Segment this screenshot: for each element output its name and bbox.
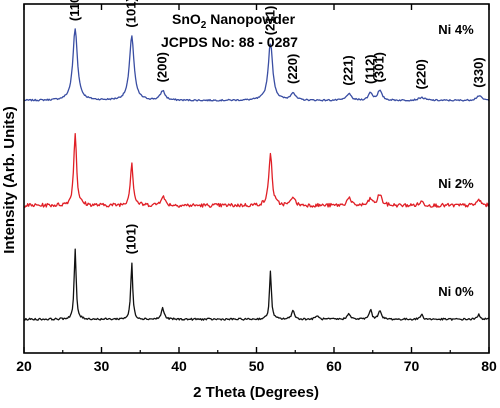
peak-label: (112) (362, 54, 377, 84)
x-tick-label: 60 (326, 358, 342, 374)
axis-layer: 20 30 40 50 60 70 80 (16, 3, 497, 374)
annotation-line2: JCPDS No: 88 - 0287 (161, 34, 298, 50)
peak-label: (101) (124, 0, 139, 28)
plot-frame (23, 3, 490, 354)
series-layer (23, 28, 490, 321)
series-label: Ni 0% (438, 284, 474, 299)
x-axis-title: 2 Theta (Degrees) (193, 384, 319, 401)
series-label: Ni 2% (438, 176, 474, 191)
x-tick-label: 80 (481, 358, 497, 374)
peak-label: (200) (155, 52, 170, 82)
series-label: Ni 4% (438, 22, 474, 37)
x-tick-label: 30 (94, 358, 110, 374)
x-tick-label: 50 (249, 358, 265, 374)
series-line-ni-0- (23, 248, 490, 321)
peak-label: (221) (341, 55, 356, 85)
x-tick-label: 20 (16, 358, 32, 374)
series-label-layer: Ni 4% Ni 2% Ni 0% (438, 22, 474, 299)
x-tick-label: 70 (404, 358, 420, 374)
peak-label: (301) (372, 52, 387, 82)
peak-label: (110) (67, 0, 82, 21)
peak-label-layer: (110) (101) (200) (211) (220) (221) (112)(301)… (67, 0, 486, 254)
peak-label: (330) (471, 57, 486, 87)
series-line-ni-2- (23, 133, 490, 208)
peak-label-secondary: (101) (124, 224, 139, 254)
peak-label: (220) (285, 54, 300, 84)
annotation-line1: SnO2 Nanopowder (172, 11, 296, 31)
y-axis-title: Intensity (Arb. Units) (1, 106, 18, 254)
peak-label: (220) (414, 59, 429, 89)
series-line-ni-4- (23, 28, 490, 102)
x-tick-label: 40 (171, 358, 187, 374)
peak-label: (211) (262, 6, 277, 36)
